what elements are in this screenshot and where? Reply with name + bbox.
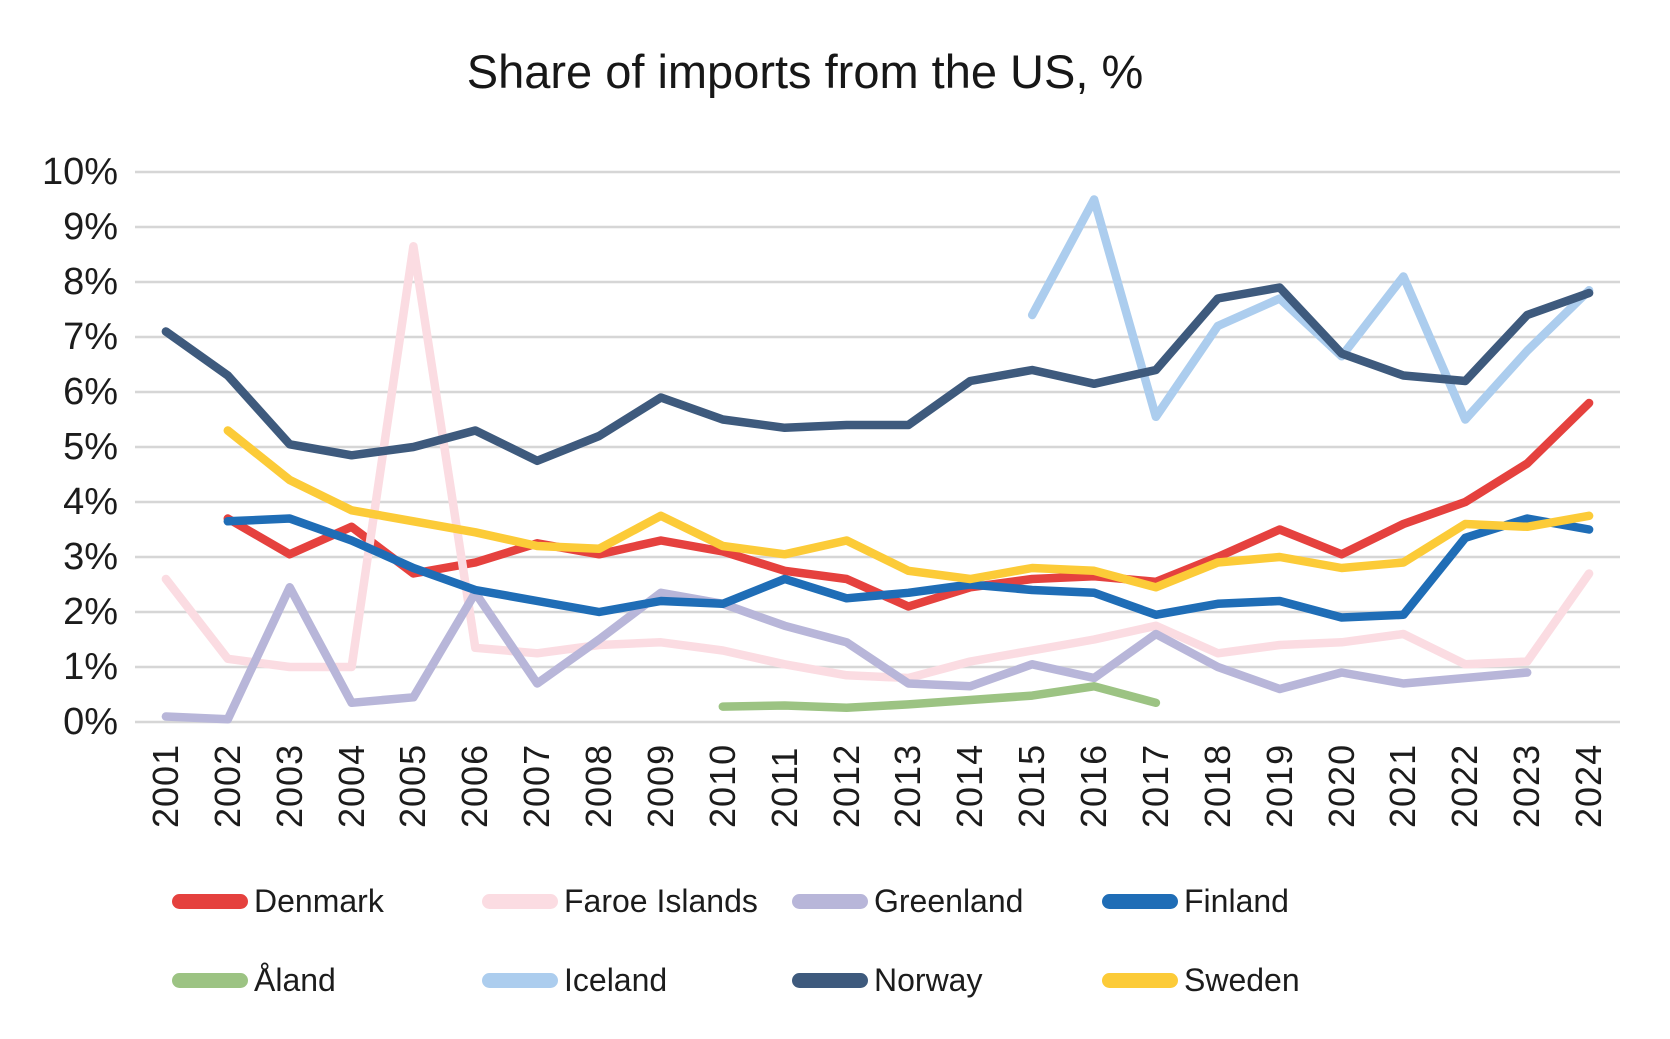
legend-item-norway: Norway xyxy=(792,957,982,1003)
legend-swatch-iceland xyxy=(482,972,558,988)
series-line-finland xyxy=(223,514,1594,622)
series-line-sweden xyxy=(223,426,1594,592)
legend-swatch-faroe-islands xyxy=(482,893,558,909)
legend-item-iceland: Iceland xyxy=(482,957,667,1003)
series-line-denmark xyxy=(223,398,1594,611)
legend-label: Sweden xyxy=(1184,961,1300,998)
x-tick-label: 2006 xyxy=(454,743,496,828)
series-line-norway xyxy=(161,283,1594,466)
legend-label: Iceland xyxy=(564,961,668,998)
x-tick-label: 2016 xyxy=(1073,743,1115,828)
legend-label: Faroe Islands xyxy=(564,882,758,919)
y-tick-label: 9% xyxy=(63,206,118,248)
legend-item-finland: Finland xyxy=(1102,878,1289,924)
x-tick-label: 2023 xyxy=(1506,743,1548,828)
legend-item-sweden: Sweden xyxy=(1102,957,1300,1003)
x-tick-label: 2004 xyxy=(330,743,372,828)
x-tick-label: 2009 xyxy=(639,743,681,828)
legend-item-faroe-islands: Faroe Islands xyxy=(482,878,758,924)
legend-item-åland: Åland xyxy=(172,957,336,1003)
legend-label: Norway xyxy=(874,961,983,998)
x-tick-label: 2022 xyxy=(1444,743,1486,828)
legend-swatch-åland xyxy=(172,972,248,988)
legend-label: Denmark xyxy=(254,882,384,919)
x-tick-label: 2013 xyxy=(887,743,929,828)
series-line-åland xyxy=(718,682,1161,712)
x-tick-label: 2018 xyxy=(1196,743,1238,828)
chart-title: Share of imports from the US, % xyxy=(466,45,1144,98)
x-tick-label: 2019 xyxy=(1258,743,1300,828)
series-line-greenland xyxy=(161,583,1532,724)
x-tick-label: 2008 xyxy=(578,743,620,828)
legend-swatch-finland xyxy=(1102,893,1178,909)
legend-swatch-norway xyxy=(792,972,868,988)
y-tick-label: 1% xyxy=(63,646,118,688)
legend-label: Greenland xyxy=(874,882,1024,919)
y-tick-label: 10% xyxy=(41,151,118,193)
y-tick-label: 4% xyxy=(63,481,118,523)
legend-swatch-denmark xyxy=(172,893,248,909)
legend-label: Finland xyxy=(1184,882,1289,919)
x-tick-label: 2021 xyxy=(1382,743,1424,828)
series-line-iceland xyxy=(1027,195,1594,424)
y-tick-label: 2% xyxy=(63,591,118,633)
y-tick-label: 3% xyxy=(63,536,118,578)
x-tick-label: 2012 xyxy=(825,743,867,828)
legend-swatch-greenland xyxy=(792,893,868,909)
x-tick-label: 2003 xyxy=(268,743,310,828)
series-line-faroe-islands xyxy=(161,242,1594,683)
legend-swatch-sweden xyxy=(1102,972,1178,988)
y-tick-label: 5% xyxy=(63,426,118,468)
legend-item-greenland: Greenland xyxy=(792,878,1023,924)
x-tick-label: 2011 xyxy=(763,746,805,828)
x-tick-label: 2017 xyxy=(1134,743,1176,828)
x-tick-label: 2005 xyxy=(392,743,434,828)
y-tick-label: 0% xyxy=(63,701,118,743)
y-tick-label: 7% xyxy=(63,316,118,358)
x-tick-label: 2014 xyxy=(949,743,991,828)
x-tick-label: 2015 xyxy=(1011,743,1053,828)
x-tick-label: 2002 xyxy=(206,743,248,828)
x-tick-label: 2007 xyxy=(516,743,558,828)
x-tick-label: 2024 xyxy=(1568,743,1610,828)
y-tick-label: 6% xyxy=(63,371,118,413)
legend-item-denmark: Denmark xyxy=(172,878,384,924)
y-tick-label: 8% xyxy=(63,261,118,303)
x-tick-label: 2010 xyxy=(701,743,743,828)
x-tick-label: 2001 xyxy=(144,743,186,828)
legend-label: Åland xyxy=(254,961,336,998)
x-tick-label: 2020 xyxy=(1320,743,1362,828)
